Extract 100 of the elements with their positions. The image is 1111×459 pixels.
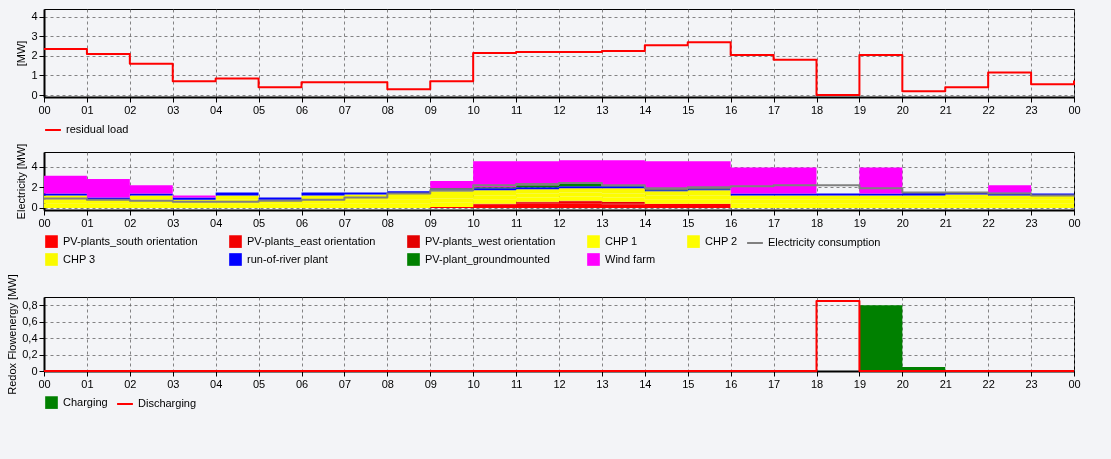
- y-tick-label: 1: [31, 68, 38, 81]
- x-tick-label: 08: [381, 377, 394, 390]
- x-tick-label: 10: [467, 216, 480, 229]
- x-tick-label: 22: [982, 377, 995, 390]
- x-tick-label: 10: [467, 377, 480, 390]
- legend-label: PV-plant_groundmounted: [425, 252, 550, 265]
- y-tick-label: 2: [31, 180, 38, 193]
- x-tick-label: 12: [553, 377, 566, 390]
- x-tick-label: 04: [210, 216, 223, 229]
- x-tick-label: 02: [124, 216, 137, 229]
- y-tick-label: 0,6: [22, 315, 38, 328]
- x-tick-label: 15: [682, 216, 695, 229]
- x-tick-label: 10: [467, 103, 480, 116]
- text: Charging: [63, 395, 108, 408]
- x-tick-label: 16: [725, 103, 738, 116]
- x-tick-label: 16: [725, 377, 738, 390]
- x-tick-label: 09: [424, 103, 437, 116]
- x-tick-label: 00: [38, 103, 51, 116]
- x-tick-label: 03: [167, 103, 180, 116]
- x-tick-label: 15: [682, 377, 695, 390]
- x-tick-label: 13: [596, 103, 609, 116]
- y-tick-label: 0: [31, 201, 38, 214]
- x-tick-label: 13: [596, 377, 609, 390]
- x-tick-label: 14: [639, 216, 652, 229]
- x-tick-label: 19: [853, 103, 867, 116]
- x-tick-label: 03: [167, 377, 180, 390]
- x-tick-label: 14: [639, 103, 652, 116]
- y-tick-label: 0,4: [22, 331, 38, 344]
- x-tick-label: 12: [553, 103, 566, 116]
- x-tick-label: 22: [982, 103, 995, 116]
- x-tick-label: 04: [210, 103, 223, 116]
- x-tick-label: 09: [424, 377, 437, 390]
- x-tick-label: 19: [853, 377, 867, 390]
- legend-label: run-of-river plant: [247, 252, 328, 265]
- x-tick-label: 19: [853, 216, 867, 229]
- x-tick-label: 00: [38, 377, 51, 390]
- legend-label: PV-plants_west orientation: [425, 234, 556, 247]
- legend-label: Electricity consumption: [768, 236, 881, 248]
- x-tick-label: 00: [1068, 103, 1081, 116]
- x-tick-label: 04: [210, 377, 223, 390]
- y-tick-label: 0: [31, 364, 38, 377]
- x-tick-label: 11: [510, 216, 523, 229]
- y-axis-title: [MW]: [15, 40, 28, 67]
- x-tick-label: 07: [338, 103, 352, 116]
- x-tick-label: 20: [896, 103, 909, 116]
- x-tick-label: 16: [725, 216, 738, 229]
- x-tick-label: 18: [810, 377, 824, 390]
- y-tick-label: 3: [31, 29, 38, 42]
- x-tick-label: 12: [553, 216, 566, 229]
- x-tick-label: 06: [295, 216, 309, 229]
- x-tick-label: 00: [38, 216, 51, 229]
- x-tick-label: 11: [510, 103, 523, 116]
- y-axis-title: Redox Flowenergy [MW]: [6, 274, 19, 395]
- x-tick-label: 02: [124, 377, 137, 390]
- legend-label: CHP 1: [605, 234, 638, 247]
- x-tick-label: 15: [682, 103, 695, 116]
- x-tick-label: 00: [1068, 377, 1081, 390]
- legend-label: residual load: [66, 123, 129, 135]
- y-tick-label: 0: [31, 88, 38, 101]
- legend-label: CHP 3: [63, 252, 96, 265]
- x-tick-label: 05: [252, 377, 266, 390]
- x-tick-label: 00: [1068, 216, 1081, 229]
- y-tick-label: 4: [31, 160, 38, 172]
- y-axis-title: Electricity [MW]: [15, 143, 28, 220]
- x-tick-label: 18: [810, 103, 824, 116]
- x-tick-label: 23: [1025, 216, 1038, 229]
- x-tick-label: 17: [767, 216, 781, 229]
- x-tick-label: 11: [510, 377, 523, 390]
- x-tick-label: 06: [295, 103, 309, 116]
- y-tick-label: 2: [31, 49, 38, 62]
- legend-label: CHP 2: [705, 234, 738, 247]
- x-tick-label: 21: [939, 103, 952, 116]
- x-tick-label: 07: [338, 216, 352, 229]
- x-tick-label: 21: [939, 377, 952, 390]
- x-tick-label: 13: [596, 216, 609, 229]
- legend-label: Wind farm: [605, 252, 656, 265]
- x-tick-label: 14: [639, 377, 652, 390]
- x-tick-label: 01: [81, 103, 94, 116]
- legend-label: PV-plants_south orientation: [63, 234, 198, 247]
- y-tick-label: 0,2: [22, 348, 38, 361]
- x-tick-label: 23: [1025, 103, 1038, 116]
- x-tick-label: 18: [810, 216, 824, 229]
- x-tick-label: 22: [982, 216, 995, 229]
- x-tick-label: 20: [896, 216, 909, 229]
- x-tick-label: 08: [381, 103, 394, 116]
- y-tick-label: 4: [31, 10, 38, 23]
- x-tick-label: 06: [295, 377, 309, 390]
- x-tick-label: 08: [381, 216, 394, 229]
- x-tick-label: 17: [767, 377, 781, 390]
- y-tick-label: 0,8: [22, 298, 38, 311]
- x-tick-label: 09: [424, 216, 437, 229]
- x-tick-label: 21: [939, 216, 952, 229]
- x-tick-label: 05: [252, 216, 266, 229]
- legend-label: Discharging: [138, 397, 197, 409]
- x-tick-label: 20: [896, 377, 909, 390]
- legend-label: PV-plants_east orientation: [247, 234, 376, 247]
- x-tick-label: 07: [338, 377, 352, 390]
- x-tick-label: 03: [167, 216, 180, 229]
- x-tick-label: 01: [81, 377, 94, 390]
- x-tick-label: 05: [252, 103, 266, 116]
